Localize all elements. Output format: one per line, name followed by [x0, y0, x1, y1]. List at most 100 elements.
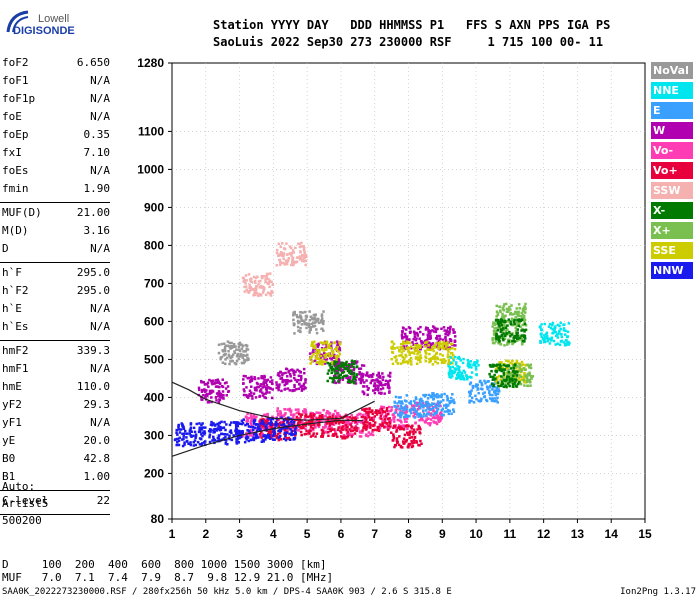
- echo-point-w: [330, 358, 333, 361]
- echo-point-x-: [341, 371, 344, 375]
- echo-point-w: [210, 396, 213, 399]
- echo-point-vo-: [326, 427, 330, 431]
- echo-point-noval: [240, 343, 244, 347]
- echo-point-vo-: [321, 429, 325, 433]
- echo-point-sse: [408, 351, 411, 354]
- param-h-f2: h`F2 295.0: [2, 284, 110, 302]
- echo-point-x-: [342, 365, 346, 369]
- echo-point-noval: [295, 314, 299, 317]
- echo-point-vo-: [362, 426, 366, 430]
- echo-point-nne: [542, 337, 545, 340]
- echo-point-vo-: [402, 428, 406, 431]
- echo-point-noval: [225, 356, 229, 360]
- echo-point-x-: [524, 368, 527, 371]
- echo-point-w: [293, 376, 296, 380]
- echo-point-vo-: [302, 426, 305, 430]
- echo-point-e: [414, 397, 418, 401]
- echo-point-e: [437, 395, 440, 399]
- echo-point-nne: [552, 331, 555, 334]
- echo-point-x-: [494, 330, 498, 333]
- echo-point-w: [429, 344, 432, 348]
- echo-point-vo-: [349, 423, 352, 426]
- echo-point-nnw: [274, 424, 277, 427]
- echo-point-w: [299, 385, 303, 388]
- echo-point-vo-: [350, 421, 353, 425]
- echo-point-x-: [503, 344, 506, 347]
- echo-point-x-: [518, 366, 521, 369]
- echo-point-x-: [336, 365, 340, 368]
- echo-point-vo-: [318, 414, 322, 418]
- echo-point-w: [283, 383, 286, 387]
- echo-point-nne: [550, 336, 554, 340]
- echo-point-vo-: [249, 413, 253, 416]
- echo-point-vo-: [370, 416, 374, 420]
- echo-point-ssw: [261, 285, 265, 289]
- echo-point-x-: [509, 320, 512, 323]
- echo-point-ssw: [262, 289, 265, 292]
- param-key: D: [2, 242, 9, 255]
- echo-point-x-: [502, 327, 505, 330]
- echo-point-ssw: [289, 252, 292, 256]
- echo-point-x-: [522, 314, 526, 318]
- echo-point-vo-: [374, 411, 377, 414]
- echo-point-nne: [460, 377, 463, 381]
- param-h-f: h`F 295.0: [2, 266, 110, 284]
- echo-point-nnw: [246, 429, 249, 432]
- echo-point-noval: [302, 319, 305, 322]
- echo-point-nnw: [235, 428, 239, 431]
- echo-point-vo-: [299, 422, 303, 425]
- echo-point-x-: [502, 373, 506, 376]
- echo-point-nnw: [189, 428, 192, 431]
- echo-point-noval: [292, 314, 295, 317]
- echo-point-sse: [424, 345, 427, 348]
- echo-point-w: [448, 346, 452, 349]
- echo-point-x-: [504, 324, 507, 328]
- echo-point-vo-: [403, 442, 406, 445]
- echo-point-sse: [444, 342, 448, 345]
- echo-point-nnw: [265, 426, 268, 430]
- distance-row: D 100 200 400 600 800 1000 1500 3000 [km…: [2, 558, 327, 571]
- echo-point-vo-: [411, 424, 414, 428]
- echo-point-x-: [511, 313, 514, 316]
- echo-point-vo-: [320, 435, 323, 438]
- echo-point-ssw: [295, 260, 299, 264]
- echo-point-x-: [491, 338, 494, 342]
- echo-point-nnw: [200, 433, 203, 436]
- echo-point-w: [383, 383, 386, 387]
- echo-point-ssw: [251, 288, 254, 291]
- echo-point-noval: [246, 356, 249, 360]
- echo-point-nnw: [215, 429, 219, 432]
- echo-point-sse: [436, 356, 439, 359]
- echo-point-vo-: [326, 416, 329, 419]
- x-tick-label: 3: [236, 527, 243, 541]
- echo-point-nnw: [194, 434, 198, 438]
- panel-divider: [0, 340, 110, 341]
- echo-point-w: [271, 382, 274, 386]
- echo-point-vo-: [387, 405, 391, 409]
- echo-point-vo-: [298, 420, 301, 424]
- echo-point-vo-: [281, 421, 285, 424]
- echo-point-nne: [540, 332, 543, 335]
- echo-point-ssw: [298, 257, 302, 261]
- echo-point-noval: [296, 315, 299, 319]
- echo-point-vo-: [392, 424, 396, 428]
- echo-point-nne: [466, 358, 470, 362]
- echo-point-nnw: [199, 437, 203, 441]
- echo-point-sse: [499, 378, 502, 381]
- echo-point-w: [288, 372, 292, 376]
- echo-point-x-: [328, 376, 332, 380]
- y-tick-label: 1000: [137, 162, 164, 176]
- echo-point-ssw: [259, 279, 262, 283]
- echo-point-nnw: [209, 423, 213, 426]
- echo-point-w: [452, 328, 455, 332]
- echo-point-noval: [245, 358, 248, 362]
- echo-point-x-: [512, 336, 516, 340]
- param-key: hmF2: [2, 344, 29, 357]
- param-hmf2: hmF2 339.3: [2, 344, 110, 362]
- echo-point-vo-: [306, 415, 310, 419]
- echo-point-noval: [230, 355, 234, 358]
- echo-point-sse: [507, 360, 510, 363]
- param-key: hmF1: [2, 362, 29, 375]
- echo-point-vo-: [342, 420, 346, 424]
- echo-point-w: [308, 352, 312, 355]
